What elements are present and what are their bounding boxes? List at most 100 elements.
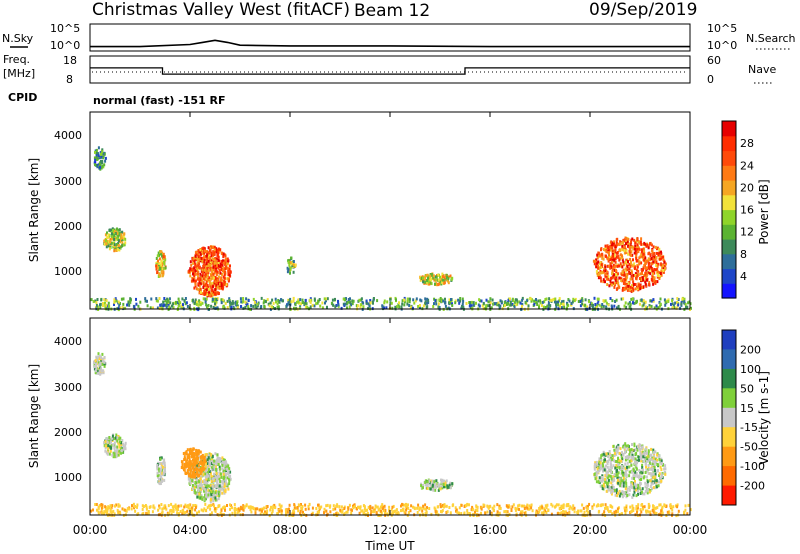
data-cell xyxy=(296,506,299,510)
data-cell xyxy=(607,277,610,281)
data-cell xyxy=(159,264,161,268)
data-cell xyxy=(629,285,632,289)
data-cell xyxy=(205,290,207,293)
data-cell xyxy=(221,485,224,489)
data-cell xyxy=(160,465,163,469)
data-cell xyxy=(636,461,638,465)
data-cell xyxy=(381,503,384,507)
data-cell xyxy=(614,493,617,497)
data-cell xyxy=(633,477,636,480)
data-cell xyxy=(219,280,222,284)
data-cell xyxy=(201,251,204,255)
data-cell xyxy=(581,297,584,301)
data-cell xyxy=(115,229,118,233)
data-cell xyxy=(144,297,147,301)
data-cell xyxy=(221,298,224,302)
data-cell xyxy=(346,301,349,305)
data-cell xyxy=(451,482,454,486)
data-cell xyxy=(617,443,620,447)
data-cell xyxy=(400,504,402,508)
data-cell xyxy=(210,274,213,278)
data-cell xyxy=(366,508,369,512)
data-cell xyxy=(191,479,194,483)
data-cell xyxy=(639,451,642,455)
data-cell xyxy=(362,305,365,309)
data-cell xyxy=(647,466,650,470)
data-cell xyxy=(618,460,621,464)
data-cell xyxy=(105,299,108,303)
data-cell xyxy=(112,451,115,455)
data-cell xyxy=(292,260,295,263)
data-cell xyxy=(625,474,628,478)
data-cell xyxy=(611,512,614,516)
data-cell xyxy=(637,492,639,496)
data-cell xyxy=(144,504,147,507)
data-cell xyxy=(115,243,118,246)
data-cell xyxy=(204,278,207,282)
data-cell xyxy=(625,242,627,246)
data-cell xyxy=(245,297,248,301)
data-cell xyxy=(443,276,446,280)
data-cell xyxy=(239,297,242,301)
data-cell xyxy=(611,270,614,273)
data-cell xyxy=(544,298,547,301)
data-cell xyxy=(187,471,189,475)
data-cell xyxy=(219,480,222,484)
data-cell xyxy=(640,475,643,479)
data-cell xyxy=(188,458,191,462)
nave-tick-bottom: 0 xyxy=(707,73,714,86)
data-cell xyxy=(656,458,658,462)
data-cell xyxy=(551,504,554,508)
data-cell xyxy=(626,288,629,292)
data-cell xyxy=(649,258,652,261)
data-cell xyxy=(219,271,222,275)
data-cell xyxy=(660,250,662,254)
data-cell xyxy=(595,261,598,265)
data-cell xyxy=(647,452,650,456)
data-cell xyxy=(438,298,441,302)
data-cell xyxy=(634,457,637,461)
data-cell xyxy=(413,301,416,305)
data-cell xyxy=(602,466,605,470)
data-cell xyxy=(118,445,121,449)
data-cell xyxy=(218,275,220,279)
data-cell xyxy=(631,286,634,290)
data-cell xyxy=(187,477,190,481)
data-cell xyxy=(218,465,221,469)
data-cell xyxy=(369,512,372,516)
data-cell xyxy=(401,302,404,306)
data-cell xyxy=(316,301,319,305)
data-cell xyxy=(315,507,318,510)
data-cell xyxy=(647,252,650,256)
data-cell xyxy=(121,236,124,240)
data-cell xyxy=(210,468,213,472)
data-cell xyxy=(631,237,634,241)
data-cell xyxy=(634,244,637,248)
data-cell xyxy=(485,304,488,308)
data-cell xyxy=(162,506,165,510)
data-cell xyxy=(192,504,195,508)
data-cell xyxy=(447,277,450,281)
data-cell xyxy=(216,453,219,457)
data-cell xyxy=(190,263,193,267)
data-cell xyxy=(108,247,111,251)
data-cell xyxy=(201,274,204,278)
data-cell xyxy=(323,507,326,511)
data-cell xyxy=(593,464,596,468)
data-cell xyxy=(653,258,656,262)
data-cell xyxy=(615,255,618,259)
data-cell xyxy=(616,460,618,464)
data-cell xyxy=(201,453,204,457)
data-cell xyxy=(609,297,612,300)
data-cell xyxy=(200,249,203,253)
data-cell xyxy=(595,473,598,477)
data-cell xyxy=(192,447,195,451)
data-cell xyxy=(329,510,332,514)
data-cell xyxy=(660,473,663,477)
data-cell xyxy=(638,469,641,472)
data-cell xyxy=(124,443,127,447)
data-cell xyxy=(608,458,611,462)
data-cell xyxy=(196,495,199,499)
data-cell xyxy=(613,268,616,272)
data-cell xyxy=(318,510,320,514)
